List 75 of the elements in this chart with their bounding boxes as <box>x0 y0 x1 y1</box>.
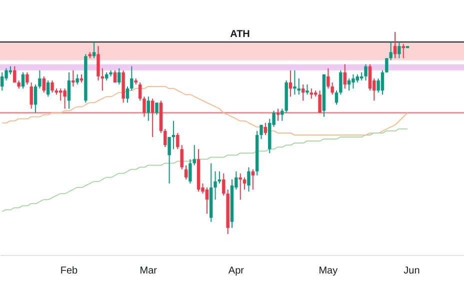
candlestick <box>352 74 355 89</box>
x-tick-label: Feb <box>60 266 78 276</box>
candlestick <box>247 166 250 192</box>
candlestick <box>180 144 184 170</box>
candlestick <box>347 78 351 92</box>
candlestick <box>402 44 405 59</box>
candlestick <box>318 90 322 114</box>
candlestick <box>398 42 401 59</box>
candlestick <box>21 72 25 89</box>
x-tick-label: Jun <box>404 266 420 276</box>
candlestick <box>142 96 146 118</box>
candlestick <box>280 108 284 122</box>
candlestick <box>339 70 342 96</box>
x-tick-label: Mar <box>140 266 158 276</box>
candlestick <box>130 66 134 92</box>
candlestick <box>222 172 226 196</box>
candlestick <box>176 132 180 150</box>
candlestick <box>276 108 280 122</box>
candlestick <box>385 58 388 73</box>
candlestick <box>0 72 4 92</box>
candlestick <box>260 124 263 140</box>
candlestick <box>155 102 158 116</box>
candlestick <box>293 70 296 96</box>
x-tick-label: Apr <box>228 266 245 276</box>
candlestick <box>13 66 16 83</box>
candlestick <box>138 82 142 102</box>
candlestick <box>306 84 309 96</box>
candlestick <box>63 88 66 110</box>
candlestick <box>30 82 33 110</box>
candlestick <box>288 70 292 98</box>
candlestick <box>126 86 130 104</box>
candlestick <box>118 68 121 85</box>
candlestick <box>393 31 397 59</box>
candlestick <box>364 64 368 81</box>
candlestick <box>164 128 167 148</box>
candlestick <box>334 90 338 106</box>
candlestick <box>146 96 150 122</box>
candlestick <box>343 64 346 89</box>
candlestick <box>100 68 104 92</box>
candlestick <box>218 170 222 184</box>
candlestick <box>192 144 196 166</box>
candlestick <box>172 120 176 150</box>
candlestick <box>67 72 71 110</box>
candlestick <box>92 42 96 59</box>
candlestick <box>34 84 38 114</box>
candlestick <box>38 70 42 89</box>
candlestick <box>214 170 217 200</box>
candlestick <box>26 72 29 85</box>
candlestick <box>301 84 305 102</box>
candlestick <box>46 80 50 98</box>
candlestick <box>168 136 171 184</box>
candlestick <box>297 78 300 96</box>
candlestick <box>72 70 75 87</box>
candlestick <box>242 176 246 190</box>
candlestick <box>326 68 330 89</box>
candlestick <box>113 70 117 83</box>
candlestick <box>150 98 154 138</box>
candlestick <box>380 70 384 96</box>
candlestick <box>42 76 46 94</box>
candlestick <box>50 80 54 94</box>
candlestick <box>330 82 334 96</box>
candlestick <box>184 164 188 180</box>
candlestick <box>76 74 79 85</box>
candlestick <box>205 187 209 214</box>
candlestick <box>389 42 392 61</box>
candlestick <box>96 46 100 81</box>
candlestick <box>368 64 372 92</box>
candlestick <box>264 122 268 136</box>
candlestick <box>238 172 242 200</box>
ref-line-label: ATH <box>230 29 250 40</box>
candlestick <box>251 168 254 190</box>
x-tick-label: May <box>318 266 338 276</box>
candlestick <box>188 158 192 184</box>
candlestick <box>310 88 314 100</box>
candlestick <box>59 88 62 102</box>
